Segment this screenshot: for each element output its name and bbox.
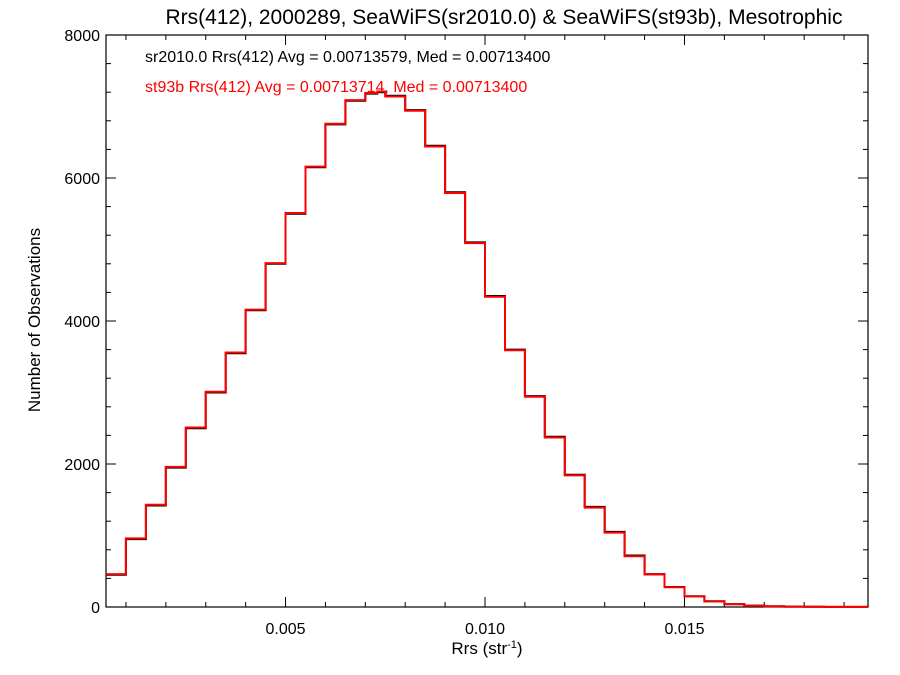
- x-axis-label: Rrs (str-1): [451, 639, 522, 658]
- x-tick-label: 0.010: [465, 621, 505, 638]
- x-axis-label-end: ): [517, 639, 523, 658]
- y-tick-label: 6000: [64, 171, 100, 188]
- y-tick-label: 8000: [64, 28, 100, 45]
- annotation-sr2010: sr2010.0 Rrs(412) Avg = 0.00713579, Med …: [145, 49, 550, 66]
- histogram-series-1: [106, 90, 869, 608]
- x-axis-label-main: Rrs (str: [451, 639, 507, 658]
- y-tick-label: 2000: [64, 457, 100, 474]
- x-axis: 0.005 0.010 0.015: [125, 35, 845, 638]
- y-axis: 0 2000 4000 6000 8000: [64, 28, 868, 617]
- y-tick-label: 4000: [64, 314, 100, 331]
- x-tick-label: 0.005: [266, 621, 306, 638]
- series-group: [106, 90, 869, 608]
- annotation-st93b: st93b Rrs(412) Avg = 0.00713714, Med = 0…: [145, 79, 527, 96]
- x-tick-label: 0.015: [664, 621, 704, 638]
- chart-title: Rrs(412), 2000289, SeaWiFS(sr2010.0) & S…: [166, 6, 843, 29]
- y-axis-label: Number of Observations: [25, 228, 44, 412]
- x-axis-label-sup: -1: [507, 639, 517, 651]
- histogram-series-0: [106, 91, 869, 608]
- plot-frame: [105, 34, 869, 608]
- y-tick-label: 0: [91, 600, 100, 617]
